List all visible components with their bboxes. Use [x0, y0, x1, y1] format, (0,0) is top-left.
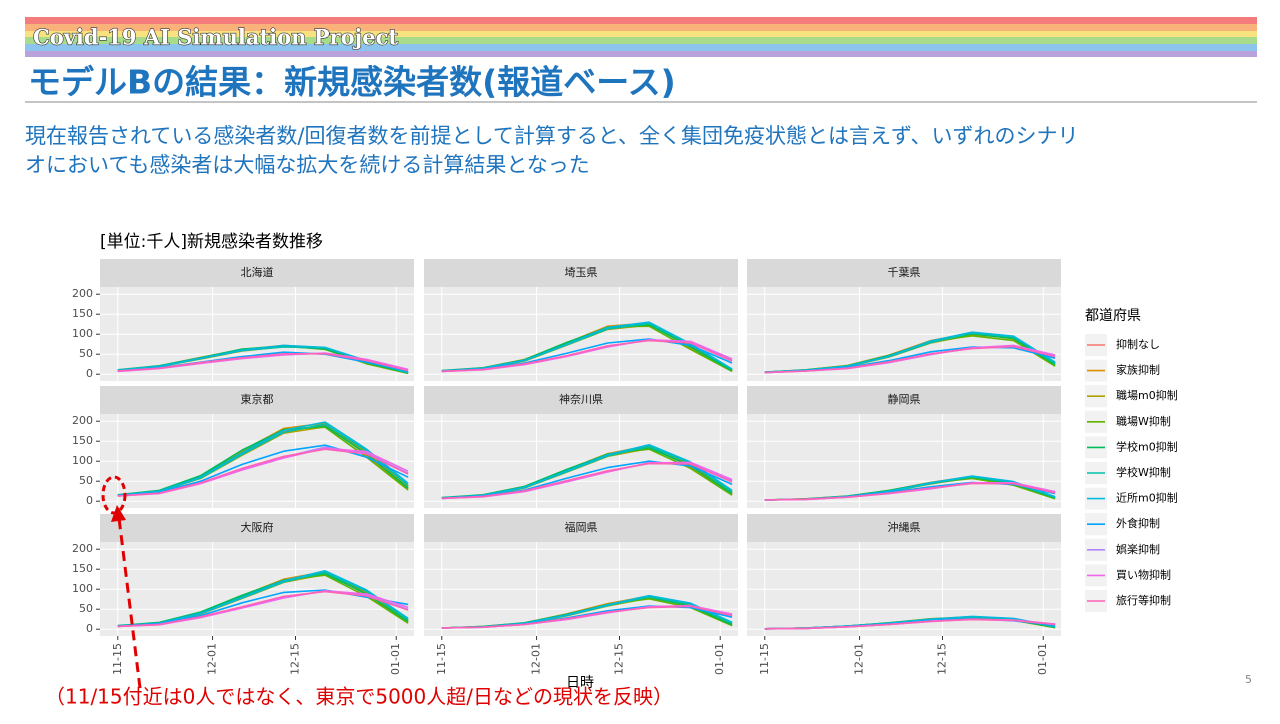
- y-tick-label: 150: [72, 307, 93, 320]
- x-tick-label: 12-01: [853, 643, 866, 675]
- legend-label: 学校W抑制: [1116, 465, 1171, 479]
- annotation: （11/15付近は0人ではなく、東京で5000人超/日などの現状を反映）: [45, 685, 673, 709]
- slide-title: モデルBの結果：新規感染者数(報道ベース): [28, 63, 676, 102]
- series-line: [117, 444, 409, 497]
- x-tick-label: 11-15: [111, 643, 124, 675]
- facet-title: 福岡県: [565, 520, 598, 534]
- facet-title: 大阪府: [241, 520, 274, 534]
- logo: Covid-19 AI Simulation Project: [33, 25, 398, 50]
- strip: [747, 259, 1061, 287]
- legend-label: 外食抑制: [1116, 516, 1160, 530]
- y-tick-label: 100: [72, 327, 93, 340]
- y-tick-label: 200: [72, 287, 93, 300]
- series-line: [441, 605, 733, 629]
- y-tick-label: 0: [86, 367, 93, 380]
- x-tick-label: 12-01: [530, 643, 543, 675]
- y-tick-label: 50: [79, 474, 93, 487]
- arrow-head: [111, 505, 126, 522]
- legend-title: 都道府県: [1085, 308, 1141, 324]
- series-line: [441, 339, 733, 373]
- legend: 抑制なし家族抑制職場m0抑制職場W抑制学校m0抑制学校W抑制近所m0抑制外食抑制…: [1085, 334, 1178, 612]
- annotation-arrow: [117, 517, 142, 689]
- y-tick-label: 0: [86, 494, 93, 507]
- x-tick-label: 01-01: [389, 643, 402, 675]
- facet-title: 北海道: [241, 265, 274, 279]
- y-tick-label: 200: [72, 414, 93, 427]
- rainbow-banner: [25, 17, 1257, 57]
- series-line: [117, 448, 409, 497]
- y-tick-label: 100: [72, 454, 93, 467]
- series-line: [764, 618, 1056, 630]
- legend-label: 旅行等抑制: [1116, 593, 1171, 607]
- series-line: [117, 572, 409, 627]
- description: オにおいても感染者は大幅な拡大を続ける計算結果となった: [25, 153, 590, 177]
- facet-title: 神奈川県: [559, 392, 603, 406]
- legend-label: 抑制なし: [1116, 337, 1160, 351]
- series-line: [764, 345, 1056, 374]
- series-line: [441, 321, 733, 372]
- strip: [424, 386, 738, 414]
- x-tick-label: 12-15: [613, 643, 626, 675]
- strip: [424, 514, 738, 542]
- y-tick-label: 200: [72, 542, 93, 555]
- x-tick-label: 01-01: [1036, 643, 1049, 675]
- x-tick-label: 12-15: [936, 643, 949, 675]
- legend-label: 買い物抑制: [1116, 567, 1171, 581]
- strip: [100, 386, 414, 414]
- chart-title: [単位:千人]新規感染者数推移: [100, 232, 323, 252]
- x-tick-label: 11-15: [758, 643, 771, 675]
- series-line: [764, 482, 1056, 501]
- series-line: [117, 353, 409, 372]
- facet-title: 東京都: [241, 392, 274, 406]
- legend-label: 家族抑制: [1116, 363, 1160, 377]
- y-tick-label: 0: [86, 622, 93, 635]
- x-axis-label: 日時: [566, 675, 594, 691]
- legend-label: 娯楽抑制: [1116, 542, 1160, 556]
- series-line: [441, 462, 733, 500]
- legend-label: 職場W抑制: [1116, 414, 1171, 428]
- highlight-ellipse: [101, 475, 127, 515]
- description: 現在報告されている感染者数/回復者数を前提として計算すると、全く集団免疫状態とは…: [25, 124, 1079, 148]
- page-number: 5: [1245, 673, 1252, 686]
- facet-title: 千葉県: [888, 265, 921, 279]
- x-tick-label: 01-01: [713, 643, 726, 675]
- strip: [100, 514, 414, 542]
- y-tick-label: 50: [79, 602, 93, 615]
- y-tick-label: 50: [79, 347, 93, 360]
- legend-label: 職場m0抑制: [1116, 388, 1178, 402]
- series-line: [117, 590, 409, 628]
- strip: [747, 514, 1061, 542]
- x-tick-label: 12-01: [206, 643, 219, 675]
- y-tick-label: 150: [72, 562, 93, 575]
- facet-title: 沖縄県: [888, 520, 921, 534]
- legend-label: 近所m0抑制: [1116, 491, 1178, 505]
- x-tick-label: 11-15: [435, 643, 448, 675]
- facet-title: 埼玉県: [565, 265, 598, 279]
- y-tick-label: 150: [72, 434, 93, 447]
- series-line: [441, 444, 733, 499]
- x-tick-label: 12-15: [289, 643, 302, 675]
- y-tick-label: 100: [72, 582, 93, 595]
- legend-label: 学校m0抑制: [1116, 439, 1178, 453]
- strip: [424, 259, 738, 287]
- series-line: [117, 421, 409, 496]
- facet-title: 静岡県: [888, 392, 921, 406]
- series-line: [117, 425, 409, 496]
- strip: [747, 386, 1061, 414]
- strip: [100, 259, 414, 287]
